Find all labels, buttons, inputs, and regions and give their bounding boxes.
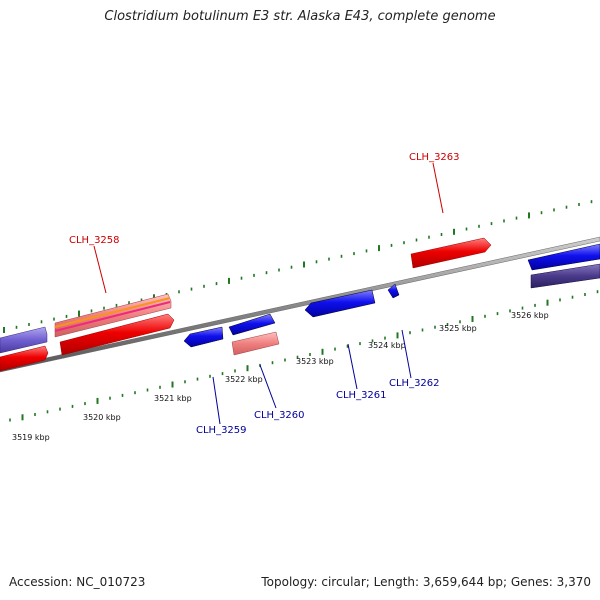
gene-label-CLH_3260: CLH_3260 <box>254 410 305 421</box>
genome-summary-text: Topology: circular; Length: 3,659,644 bp… <box>261 575 591 589</box>
scale-label-3520: 3520 kbp <box>83 413 121 422</box>
scale-label-3521: 3521 kbp <box>154 394 192 403</box>
gene-feature-navy-right <box>530 263 600 289</box>
gene-label-CLH_3258: CLH_3258 <box>69 235 120 246</box>
gene-CLH_3262-cds <box>387 283 400 299</box>
gene-CLH_3259-cds <box>183 326 224 348</box>
scale-label-3525: 3525 kbp <box>439 324 477 333</box>
gene-label-CLH_3263: CLH_3263 <box>409 152 460 163</box>
gene-label-CLH_3261: CLH_3261 <box>336 390 387 401</box>
scale-label-3522: 3522 kbp <box>225 375 263 384</box>
gene-CLH_3263-cds <box>410 237 492 269</box>
reverse-tick-ruler <box>9 290 599 422</box>
backbone-axis <box>0 236 600 373</box>
scale-labels: 3519 kbp 3520 kbp 3521 kbp 3522 kbp 3523… <box>12 311 549 442</box>
scale-label-3524: 3524 kbp <box>368 341 406 350</box>
scale-label-3526: 3526 kbp <box>511 311 549 320</box>
reverse-genes <box>183 283 400 356</box>
gene-label-CLH_3262: CLH_3262 <box>389 378 440 389</box>
gene-feature-purple-left <box>0 326 48 354</box>
gene-CLH_3261-cds <box>304 289 376 318</box>
gene-label-CLH_3259: CLH_3259 <box>196 425 247 436</box>
gene-feature-red-left <box>0 345 49 372</box>
gene-feature-blue-right <box>527 243 600 271</box>
gene-CLH_3260-pink <box>231 331 280 356</box>
scale-label-3519: 3519 kbp <box>12 433 50 442</box>
scale-label-3523: 3523 kbp <box>296 357 334 366</box>
forward-tick-ruler <box>3 200 593 333</box>
gene-callouts: CLH_3258 CLH_3263 CLH_3259 CLH_3260 CLH_… <box>69 152 460 436</box>
gene-CLH_3258-cds <box>59 313 175 356</box>
map-title: Clostridium botulinum E3 str. Alaska E43… <box>104 9 496 24</box>
accession-text: Accession: NC_010723 <box>9 575 146 589</box>
gene-CLH_3260-cds <box>228 313 276 336</box>
forward-genes <box>0 237 600 372</box>
